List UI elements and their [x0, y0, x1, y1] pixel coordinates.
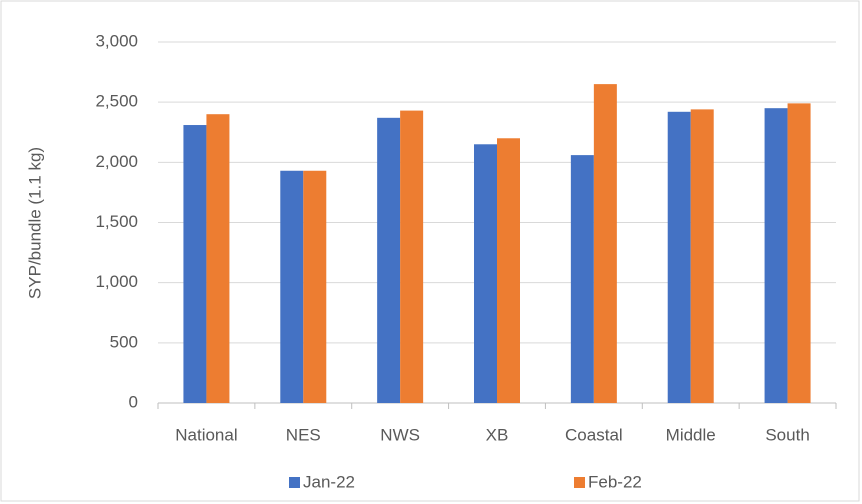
legend-swatch — [289, 477, 300, 488]
x-tick-label: South — [765, 425, 809, 444]
bar — [497, 138, 520, 403]
bar — [474, 144, 497, 404]
bar — [377, 117, 401, 403]
bar — [787, 103, 811, 404]
bar — [400, 110, 424, 403]
x-tick-label: XB — [486, 425, 509, 444]
legend-label: Jan-22 — [303, 472, 355, 491]
bar — [570, 155, 594, 403]
y-tick-label: 3,000 — [95, 31, 138, 50]
bar — [593, 84, 617, 403]
x-tick-label: National — [175, 425, 237, 444]
bar — [764, 108, 788, 403]
y-tick-label: 500 — [110, 332, 138, 351]
y-tick-label: 0 — [129, 392, 138, 411]
y-axis-label: SYP/bundle (1.1 kg) — [25, 147, 44, 299]
bar — [690, 109, 714, 404]
y-tick-label: 2,000 — [95, 152, 138, 171]
x-tick-label: Coastal — [565, 425, 623, 444]
bar — [303, 170, 327, 403]
y-tick-label: 1,500 — [95, 212, 138, 231]
bar — [206, 114, 230, 403]
bar — [667, 111, 691, 403]
x-tick-label: Middle — [666, 425, 716, 444]
y-tick-label: 2,500 — [95, 92, 138, 111]
legend-label: Feb-22 — [588, 472, 642, 491]
x-tick-label: NES — [286, 425, 321, 444]
legend-swatch — [574, 477, 585, 488]
x-tick-label: NWS — [380, 425, 420, 444]
bar — [183, 125, 207, 403]
y-tick-label: 1,000 — [95, 272, 138, 291]
bar — [280, 170, 304, 403]
